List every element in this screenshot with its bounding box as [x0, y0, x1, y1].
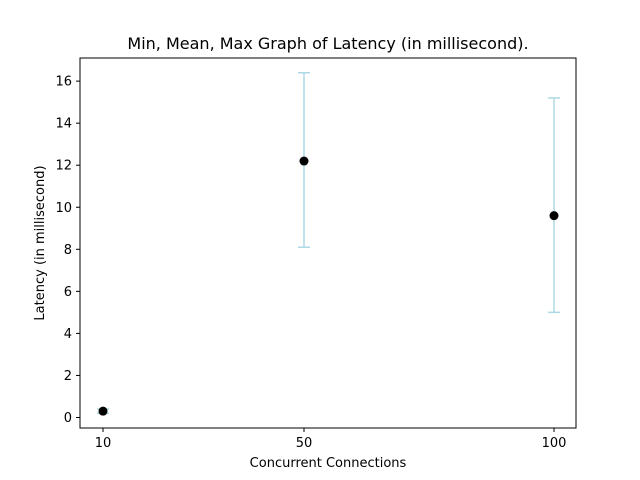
y-tick-label: 10 — [55, 201, 72, 216]
mean-point-50 — [299, 156, 309, 166]
y-tick-label: 12 — [55, 159, 72, 174]
y-tick-label: 16 — [55, 75, 72, 90]
y-tick-label: 0 — [64, 411, 72, 426]
x-tick-label: 100 — [542, 436, 567, 451]
y-axis-label: Latency (in millisecond) — [33, 165, 48, 320]
y-tick-label: 2 — [64, 369, 72, 384]
x-axis-ticks: 10 50 100 — [95, 428, 567, 451]
plot-frame — [79, 57, 577, 429]
x-axis-label: Concurrent Connections — [250, 456, 407, 471]
x-tick-label: 10 — [95, 436, 112, 451]
y-tick-label: 14 — [55, 117, 72, 132]
mean-point-100 — [549, 211, 559, 221]
mean-marker-series — [98, 156, 559, 416]
y-tick-label: 6 — [64, 285, 72, 300]
y-axis-ticks: 0 2 4 6 8 10 12 14 16 — [55, 75, 80, 426]
mean-point-10 — [98, 406, 108, 416]
chart-title: Min, Mean, Max Graph of Latency (in mill… — [127, 34, 528, 53]
errorbar-series — [97, 71, 560, 415]
x-tick-label: 50 — [296, 436, 313, 451]
y-tick-label: 8 — [64, 243, 72, 258]
y-tick-label: 4 — [64, 327, 72, 342]
